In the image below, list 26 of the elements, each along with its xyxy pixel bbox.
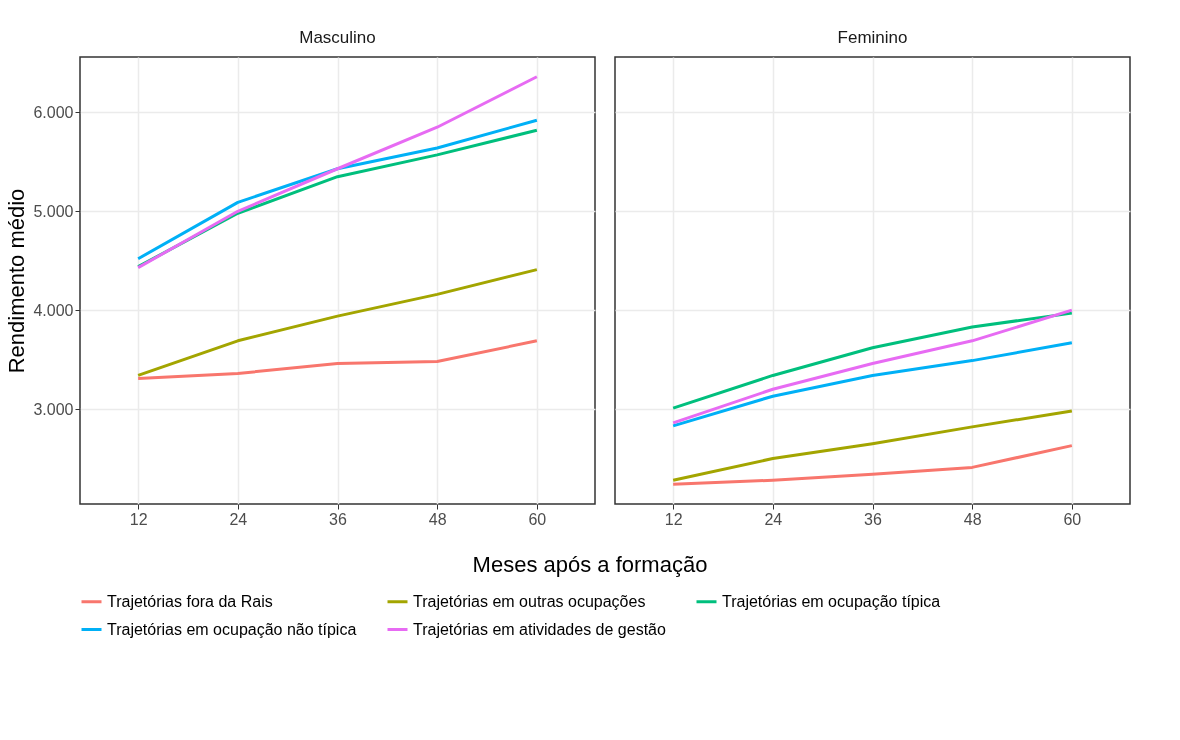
x-tick-label: 24 <box>229 510 248 528</box>
x-tick-label: 48 <box>428 510 447 528</box>
chart-title: Feminino <box>837 28 908 47</box>
chart-title: Masculino <box>299 28 376 47</box>
x-tick-label: 60 <box>528 510 547 528</box>
x-tick-label: 12 <box>664 510 683 528</box>
y-tick-label: 4.000 <box>33 301 74 319</box>
y-tick-label: 6.000 <box>33 103 74 121</box>
x-tick-label: 48 <box>963 510 982 528</box>
y-tick-label: 5.000 <box>33 202 74 220</box>
line-series <box>136 339 539 380</box>
legend-label: Trajetórias em atividades de gestão <box>413 620 666 638</box>
legend-label: Trajetórias em outras ocupações <box>413 592 646 610</box>
x-tick-label: 60 <box>1063 510 1082 528</box>
y-axis-title: Rendimento médio <box>4 188 30 374</box>
legend-label: Trajetórias em ocupação típica <box>722 592 941 610</box>
x-tick-label: 36 <box>329 510 347 528</box>
legend-label: Trajetórias fora da Rais <box>107 592 273 610</box>
legend-label: Trajetórias em ocupação não típica <box>107 620 357 638</box>
x-tick-label: 24 <box>764 510 783 528</box>
x-tick-label: 36 <box>864 510 882 528</box>
x-tick-label: 12 <box>129 510 148 528</box>
y-tick-label: 3.000 <box>33 400 74 418</box>
line-series <box>136 268 539 377</box>
line-series <box>136 75 539 270</box>
x-axis-title: Meses após a formação <box>471 552 709 578</box>
